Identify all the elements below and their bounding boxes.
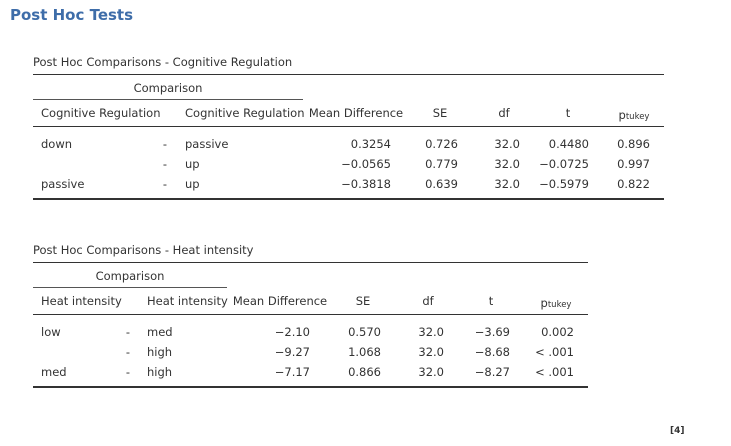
title-rule bbox=[33, 74, 664, 75]
comparison-group-header: Comparison bbox=[95, 269, 165, 283]
se-value: 1.068 bbox=[348, 345, 381, 359]
factor-2-level: up bbox=[185, 177, 200, 191]
mean-difference-value: −9.27 bbox=[274, 345, 310, 359]
p-value: 0.896 bbox=[617, 137, 650, 151]
group-header-rule bbox=[33, 99, 303, 100]
factor-1-level: low bbox=[41, 325, 61, 339]
df-value: 32.0 bbox=[418, 345, 444, 359]
t-value: 0.4480 bbox=[548, 137, 589, 151]
post-hoc-table-cognitive-regulation: Post Hoc Comparisons - Cognitive Regulat… bbox=[33, 55, 664, 205]
factor-1-level: passive bbox=[41, 177, 85, 191]
t-value: −8.27 bbox=[474, 365, 510, 379]
column-header-p-tukey: ptukey bbox=[618, 108, 650, 122]
section-heading: Post Hoc Tests bbox=[10, 6, 134, 24]
column-header-df: df bbox=[498, 106, 510, 120]
mean-difference-value: −0.0565 bbox=[341, 157, 391, 171]
t-value: −8.68 bbox=[474, 345, 510, 359]
df-value: 32.0 bbox=[494, 137, 520, 151]
title-rule bbox=[33, 262, 588, 263]
se-value: 0.866 bbox=[348, 365, 381, 379]
column-header-t: t bbox=[565, 106, 571, 120]
column-header-mean-difference: Mean Difference bbox=[308, 106, 404, 120]
factor-2-level: med bbox=[147, 325, 173, 339]
column-header-p-tukey: ptukey bbox=[540, 296, 572, 310]
column-header-factor-1: Cognitive Regulation bbox=[41, 106, 161, 120]
table-title: Post Hoc Comparisons - Cognitive Regulat… bbox=[33, 55, 293, 69]
factor-2-level: high bbox=[147, 345, 173, 359]
df-value: 32.0 bbox=[418, 325, 444, 339]
factor-2-level: passive bbox=[185, 137, 229, 151]
column-header-se: SE bbox=[355, 294, 371, 308]
header-rule bbox=[33, 126, 664, 127]
factor-1-level: med bbox=[41, 365, 67, 379]
comparison-separator: - bbox=[162, 137, 168, 151]
column-header-factor-2: Cognitive Regulation bbox=[185, 106, 305, 120]
t-value: −0.5979 bbox=[539, 177, 589, 191]
factor-2-level: high bbox=[147, 365, 173, 379]
mean-difference-value: −0.3818 bbox=[341, 177, 391, 191]
comparison-group-header: Comparison bbox=[133, 81, 203, 95]
factor-1-level: down bbox=[41, 137, 73, 151]
se-value: 0.726 bbox=[425, 137, 458, 151]
se-value: 0.779 bbox=[425, 157, 458, 171]
column-header-t: t bbox=[488, 294, 494, 308]
comparison-separator: - bbox=[125, 345, 131, 359]
comparison-separator: - bbox=[162, 157, 168, 171]
mean-difference-value: −2.10 bbox=[274, 325, 310, 339]
p-value: 0.002 bbox=[541, 325, 574, 339]
column-header-factor-2: Heat intensity bbox=[147, 294, 228, 308]
column-header-df: df bbox=[422, 294, 434, 308]
bottom-rule bbox=[33, 386, 588, 388]
comparison-separator: - bbox=[125, 365, 131, 379]
se-value: 0.639 bbox=[425, 177, 458, 191]
comparison-separator: - bbox=[125, 325, 131, 339]
column-header-se: SE bbox=[432, 106, 448, 120]
p-value: < .001 bbox=[535, 345, 574, 359]
factor-2-level: up bbox=[185, 157, 200, 171]
column-header-factor-1: Heat intensity bbox=[41, 294, 122, 308]
header-rule bbox=[33, 314, 588, 315]
t-value: −0.0725 bbox=[539, 157, 589, 171]
se-value: 0.570 bbox=[348, 325, 381, 339]
comparison-separator: - bbox=[162, 177, 168, 191]
p-value: 0.997 bbox=[617, 157, 650, 171]
t-value: −3.69 bbox=[474, 325, 510, 339]
mean-difference-value: 0.3254 bbox=[350, 137, 391, 151]
p-value: 0.822 bbox=[617, 177, 650, 191]
mean-difference-value: −7.17 bbox=[274, 365, 310, 379]
p-value: < .001 bbox=[535, 365, 574, 379]
bottom-rule bbox=[33, 198, 664, 200]
reference-footnote: [4] bbox=[670, 426, 685, 436]
column-header-mean-difference: Mean Difference bbox=[232, 294, 328, 308]
df-value: 32.0 bbox=[418, 365, 444, 379]
post-hoc-table-heat-intensity: Post Hoc Comparisons - Heat intensity Co… bbox=[33, 243, 588, 393]
group-header-rule bbox=[33, 287, 227, 288]
table-title: Post Hoc Comparisons - Heat intensity bbox=[33, 243, 254, 257]
df-value: 32.0 bbox=[494, 157, 520, 171]
df-value: 32.0 bbox=[494, 177, 520, 191]
